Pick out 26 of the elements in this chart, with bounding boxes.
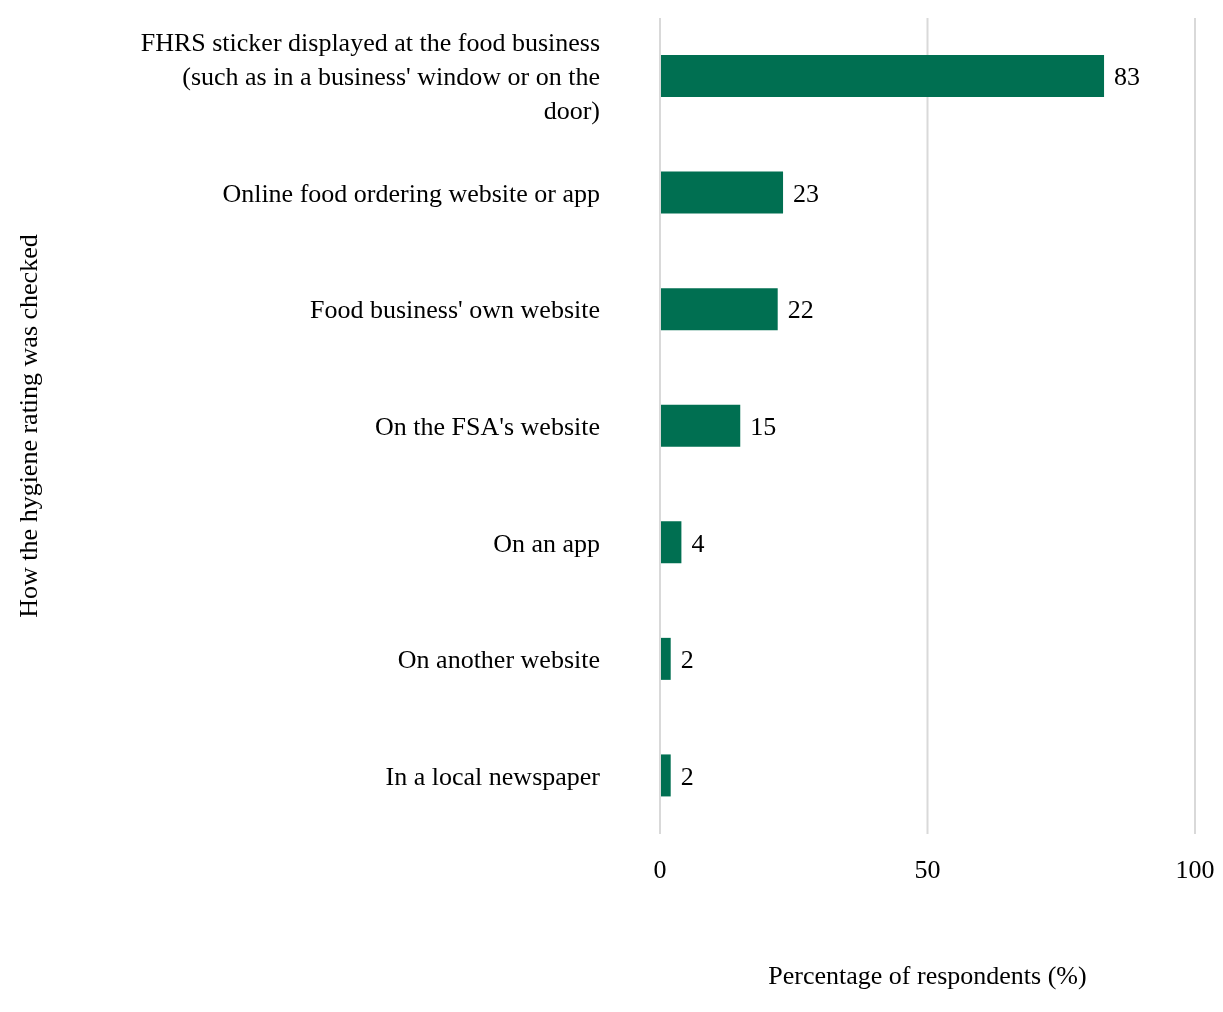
data-label: 22 — [787, 295, 814, 325]
x-axis-title: Percentage of respondents (%) — [768, 961, 1087, 990]
y-tick-label: On another website — [397, 644, 600, 674]
y-axis-title: How the hygiene rating was checked — [14, 234, 44, 618]
data-label: 15 — [750, 411, 777, 441]
data-label: 2 — [680, 761, 694, 791]
y-tick-label: On an app — [493, 528, 600, 558]
bar — [660, 637, 671, 680]
bar — [660, 288, 778, 331]
data-label: 2 — [680, 645, 694, 675]
bar — [660, 521, 682, 564]
y-tick-label: In a local newspaper — [385, 761, 601, 791]
y-tick-label: Online food ordering website or app — [222, 178, 600, 208]
bar — [660, 55, 1105, 97]
data-label: 4 — [691, 528, 705, 558]
x-tick-label: 50 — [914, 855, 941, 885]
data-label: 83 — [1114, 62, 1141, 92]
bar — [660, 171, 784, 214]
data-label: 23 — [793, 178, 820, 208]
bar — [660, 754, 671, 797]
y-tick-label: FHRS sticker displayed at the food business (such as in a business' window or on the door) — [140, 27, 600, 125]
y-tick-label: On the FSA's website — [375, 411, 600, 441]
x-tick-label: 100 — [1175, 855, 1215, 885]
x-tick-label: 0 — [653, 855, 667, 885]
bar — [660, 404, 741, 447]
y-tick-label: Food business' own website — [310, 294, 600, 324]
